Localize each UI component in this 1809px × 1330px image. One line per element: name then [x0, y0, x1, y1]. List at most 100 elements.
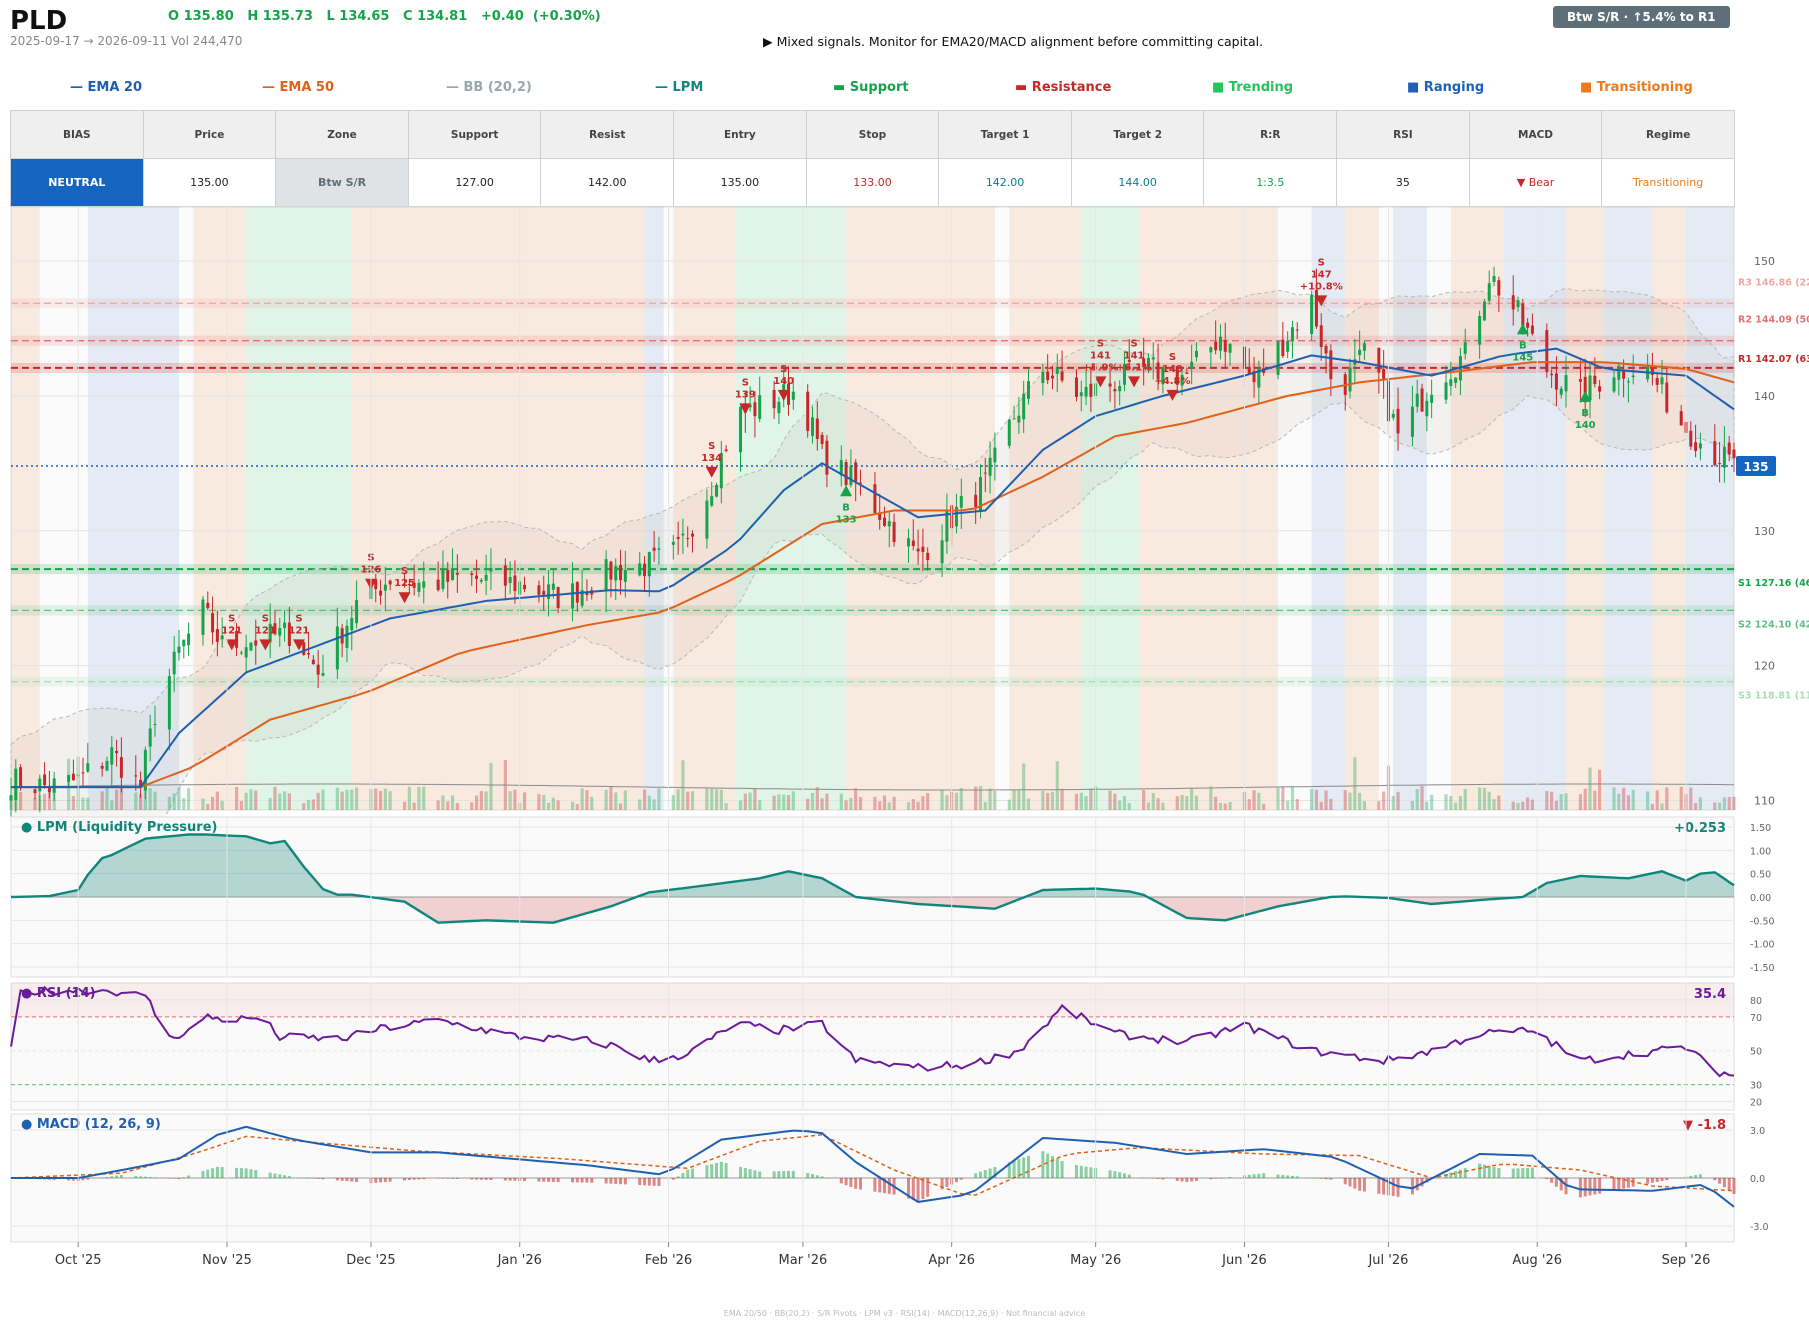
buy-signal-marker — [1579, 390, 1592, 402]
macd-histogram-bar — [441, 1178, 445, 1179]
volume-bar — [81, 797, 85, 810]
volume-bar — [254, 790, 258, 810]
volume-bar — [1252, 790, 1256, 810]
candle-body — [412, 582, 416, 588]
candle-body — [1214, 341, 1218, 351]
macd-histogram-bar — [268, 1172, 272, 1178]
volume-bar — [1454, 802, 1458, 810]
macd-histogram-bar — [1324, 1178, 1328, 1180]
candle-body — [1694, 442, 1698, 451]
candle-body — [139, 779, 143, 789]
macd-histogram-bar — [1478, 1163, 1482, 1178]
candle-body — [1564, 375, 1568, 392]
sell-signal-label: 141 — [1090, 350, 1111, 361]
volume-bar — [642, 789, 647, 810]
macd-histogram-bar — [1521, 1168, 1525, 1178]
sell-signal-label: S — [262, 613, 269, 624]
macd-histogram-bar — [1209, 1178, 1213, 1180]
candle-body — [887, 521, 891, 527]
volume-bar — [1142, 789, 1146, 810]
macd-last-value: ▼ -1.8 — [1683, 1118, 1726, 1133]
candle-body — [475, 575, 479, 580]
volume-bar — [508, 791, 512, 810]
macd-histogram-bar — [1732, 1178, 1736, 1194]
volume-bar — [1626, 795, 1631, 810]
candle-body — [220, 635, 224, 640]
macd-histogram-bar — [1007, 1162, 1011, 1178]
macd-histogram-bar — [887, 1178, 891, 1194]
volume-bar — [1156, 798, 1160, 810]
last-price-label: 135 — [1743, 460, 1768, 474]
ema20-line — [11, 347, 1735, 789]
volume-bar — [705, 788, 709, 810]
volume-bar — [1055, 761, 1059, 810]
candle-body — [316, 664, 320, 675]
legend-lpm: — LPM — [655, 80, 704, 95]
candle-body — [283, 622, 287, 628]
candle-body — [1041, 371, 1045, 384]
macd-histogram-bar — [1026, 1155, 1030, 1178]
volume-bar — [1286, 800, 1290, 810]
candle-body — [119, 757, 123, 778]
volume-bar — [1550, 791, 1554, 810]
candle-body — [273, 623, 277, 635]
candle-body — [758, 395, 762, 419]
rsi-title: ● RSI (14) — [21, 986, 96, 1001]
sr-level-label: R1 142.07 (63x) — [1738, 354, 1809, 365]
legend-resistance: ▬ Resistance — [1015, 80, 1112, 95]
candle-body — [479, 579, 483, 582]
macd-histogram-bar — [1660, 1178, 1664, 1182]
candle-body — [19, 767, 23, 789]
volume-bar — [758, 800, 762, 810]
candle-body — [1617, 365, 1621, 380]
candle-body — [686, 537, 690, 539]
price-y-tick-label: 130 — [1754, 525, 1775, 538]
rsi-panel: 80 70 50 30 20 ● RSI (14) 35.4 — [10, 982, 1762, 1111]
sr-level-label: S3 118.81 (11x) — [1738, 691, 1809, 702]
macd-histogram-bar — [1074, 1165, 1078, 1178]
candle-body — [1655, 377, 1659, 385]
macd-histogram-bar — [340, 1178, 344, 1181]
buy-signal-label: 145 — [1512, 352, 1533, 363]
candle-body — [81, 772, 85, 774]
candle-body — [374, 579, 378, 590]
volume-bar — [681, 760, 685, 810]
candle-body — [959, 495, 963, 508]
macd-histogram-bar — [1415, 1178, 1419, 1191]
sell-signal-label: S — [401, 566, 408, 577]
volume-bar — [287, 793, 291, 810]
volume-bar — [1175, 796, 1179, 810]
candle-body — [86, 763, 90, 772]
volume-bar — [1185, 796, 1189, 810]
volume-bar — [138, 794, 143, 810]
macd-histogram-bar — [451, 1178, 455, 1179]
candle-body — [1382, 368, 1386, 379]
candle-body — [1329, 350, 1333, 380]
volume-average-line — [10, 783, 1734, 791]
candle-body — [105, 760, 109, 771]
volume-bar — [806, 798, 810, 810]
volume-bar — [954, 792, 959, 810]
volume-bar — [1650, 803, 1655, 810]
macd-histogram-bar — [1497, 1168, 1501, 1178]
volume-bar — [676, 789, 680, 810]
volume-bar — [873, 796, 877, 810]
volume-bar — [1247, 799, 1251, 810]
volume-bar — [249, 789, 253, 810]
sell-signal-marker — [739, 403, 752, 415]
legend-ema50: — EMA 50 — [262, 80, 335, 95]
candle-body — [1252, 371, 1256, 383]
candle-body — [993, 447, 997, 463]
regime-band-transitioning — [11, 207, 40, 810]
volume-bar — [772, 795, 776, 810]
volume-bar — [177, 787, 181, 810]
candle-body — [1449, 379, 1453, 386]
candle-body — [1626, 381, 1630, 383]
macd-histogram-bar — [782, 1171, 786, 1178]
candle-body — [1281, 339, 1285, 356]
macd-histogram-bar — [743, 1167, 747, 1178]
candle-body — [455, 572, 459, 575]
macd-histogram-bar — [1084, 1166, 1088, 1178]
candle-body — [1516, 300, 1520, 308]
volume-bar — [1492, 799, 1496, 810]
